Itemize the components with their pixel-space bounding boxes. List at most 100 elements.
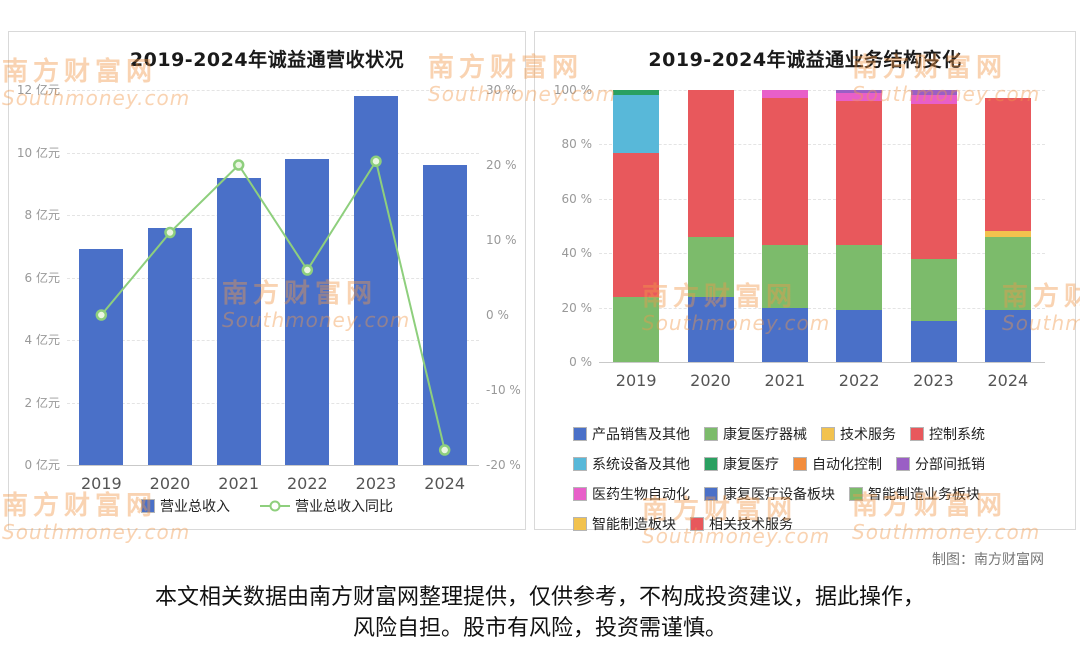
growth-line-series (95, 155, 451, 456)
legend-item-label: 医药生物自动化 (592, 487, 690, 503)
legend-item-label: 分部间抵销 (915, 457, 985, 473)
growth-line-point (438, 444, 451, 456)
stacked-bar-segment (613, 296, 660, 362)
legend-item: 系统设备及其他 (573, 454, 690, 474)
legend-item-label: 康复医疗器械 (723, 427, 807, 443)
gridline (599, 90, 1045, 91)
legend-swatch (573, 427, 587, 441)
x-axis-category: 2024 (987, 371, 1029, 390)
x-axis-category: 2023 (913, 371, 954, 390)
legend-item-label: 康复医疗 (723, 457, 779, 473)
stacked-bar-segment (836, 310, 883, 362)
x-axis-category: 2022 (838, 371, 880, 390)
revenue-bar (422, 165, 467, 465)
structure-legend: 产品销售及其他 康复医疗器械 技术服务 控制系统 系统设备及其他 康复医疗 自动化控制 分部间… (573, 424, 1051, 534)
legend-swatch-revenue (141, 499, 155, 513)
legend-swatch (704, 427, 718, 441)
y-axis-label-right: -10 % (486, 383, 521, 397)
legend-item: 康复医疗设备板块 (704, 484, 835, 504)
revenue-bar (216, 177, 261, 465)
stacked-bar-segment (984, 231, 1031, 237)
growth-line-point (232, 159, 245, 171)
legend-item: 技术服务 (821, 424, 896, 444)
stacked-bar-segment (984, 98, 1031, 232)
legend-item-revenue: 营业总收入 (141, 496, 230, 516)
y-axis-label-left: 0 亿元 (24, 458, 60, 472)
gridline (67, 90, 479, 91)
line-marker-icon (260, 505, 290, 507)
legend-item: 相关技术服务 (690, 514, 793, 534)
stacked-bar-segment (984, 310, 1031, 362)
stacked-bar-segment (613, 90, 660, 96)
gridline (599, 253, 1045, 255)
legend-swatch (793, 457, 807, 471)
y-axis-label-right: 0 % (486, 308, 509, 322)
legend-swatch (573, 517, 587, 531)
stacked-bar-segment (836, 100, 883, 246)
legend-item-label: 控制系统 (929, 427, 985, 443)
stacked-bar-segment (836, 90, 883, 93)
disclaimer-text: 本文相关数据由南方财富网整理提供，仅供参考，不构成投资建议，据此操作，风险自担。… (154, 585, 925, 642)
gridline (67, 152, 479, 154)
gridline (599, 198, 1045, 200)
gridline (67, 215, 479, 216)
stacked-bar-segment (761, 245, 808, 308)
stacked-bar-segment (910, 258, 957, 322)
growth-line-point (95, 309, 108, 321)
credit-text: 制图：南方财富网 (932, 552, 1044, 568)
legend-item-label: 系统设备及其他 (592, 457, 690, 473)
y-axis-label-right: 30 % (486, 83, 517, 97)
stacked-bar-segment (761, 90, 808, 99)
revenue-chart-panel: 2019-2024年诚益通营收状况 0 亿元 2 亿元 4 亿元 6 亿元 8 亿元 10… (8, 31, 526, 530)
legend-swatch (690, 517, 704, 531)
legend-item-label: 智能制造业务板块 (868, 487, 980, 503)
x-axis-category: 2021 (218, 474, 260, 493)
gridline (67, 277, 479, 279)
x-axis-category: 2023 (355, 474, 397, 493)
y-axis-label-left: 4 亿元 (24, 333, 60, 347)
x-axis-category: 2020 (149, 474, 191, 493)
x-axis-category: 2020 (690, 371, 731, 390)
y-axis-label: 20 % (561, 300, 593, 315)
revenue-plot-area: 0 亿元 2 亿元 4 亿元 6 亿元 8 亿元 10 亿元 12 亿元 -20 % -10 %… (17, 83, 521, 493)
stacked-bar-segment (910, 321, 957, 362)
legend-item-label: 技术服务 (840, 427, 896, 443)
stacked-bar-segment (984, 236, 1031, 311)
legend-item: 医药生物自动化 (573, 484, 690, 504)
legend-item: 康复医疗 (704, 454, 779, 474)
legend-swatch (896, 457, 910, 471)
legend-swatch (573, 457, 587, 471)
y-axis-label-left: 12 亿元 (16, 83, 60, 97)
y-axis-label-left: 2 亿元 (24, 395, 60, 410)
x-axis-category: 2019 (80, 474, 122, 493)
gridline (599, 144, 1045, 146)
stacked-bar-segment (836, 245, 883, 311)
stacked-bar-segment (613, 152, 660, 297)
stacked-bar-segment (687, 296, 734, 362)
y-axis-label: 80 % (561, 137, 593, 152)
legend-swatch (910, 427, 924, 441)
legend-label-growth: 营业总收入同比 (295, 499, 393, 515)
legend-label-revenue: 营业总收入 (160, 499, 230, 515)
gridline (599, 307, 1045, 309)
x-axis-category: 2022 (286, 474, 328, 493)
stacked-bar-segment (910, 103, 957, 259)
growth-line-point (301, 264, 314, 276)
y-axis-label: 100 % (553, 83, 592, 97)
legend-swatch (704, 457, 718, 471)
legend-item: 智能制造业务板块 (849, 484, 980, 504)
revenue-legend: 营业总收入 营业总收入同比 (9, 496, 525, 516)
gridline (67, 340, 479, 341)
revenue-bar (148, 227, 192, 465)
legend-item-label: 智能制造板块 (592, 517, 676, 533)
legend-item-growth: 营业总收入同比 (260, 496, 393, 516)
stacked-bar-segment (613, 95, 660, 153)
revenue-bar (79, 249, 124, 465)
stacked-bar-segment (687, 236, 734, 297)
y-axis-label-left: 10 亿元 (16, 145, 60, 160)
legend-item: 控制系统 (910, 424, 985, 444)
y-axis-label: 40 % (561, 246, 593, 261)
legend-item: 智能制造板块 (573, 514, 676, 534)
y-axis-label-right: -20 % (486, 458, 521, 472)
